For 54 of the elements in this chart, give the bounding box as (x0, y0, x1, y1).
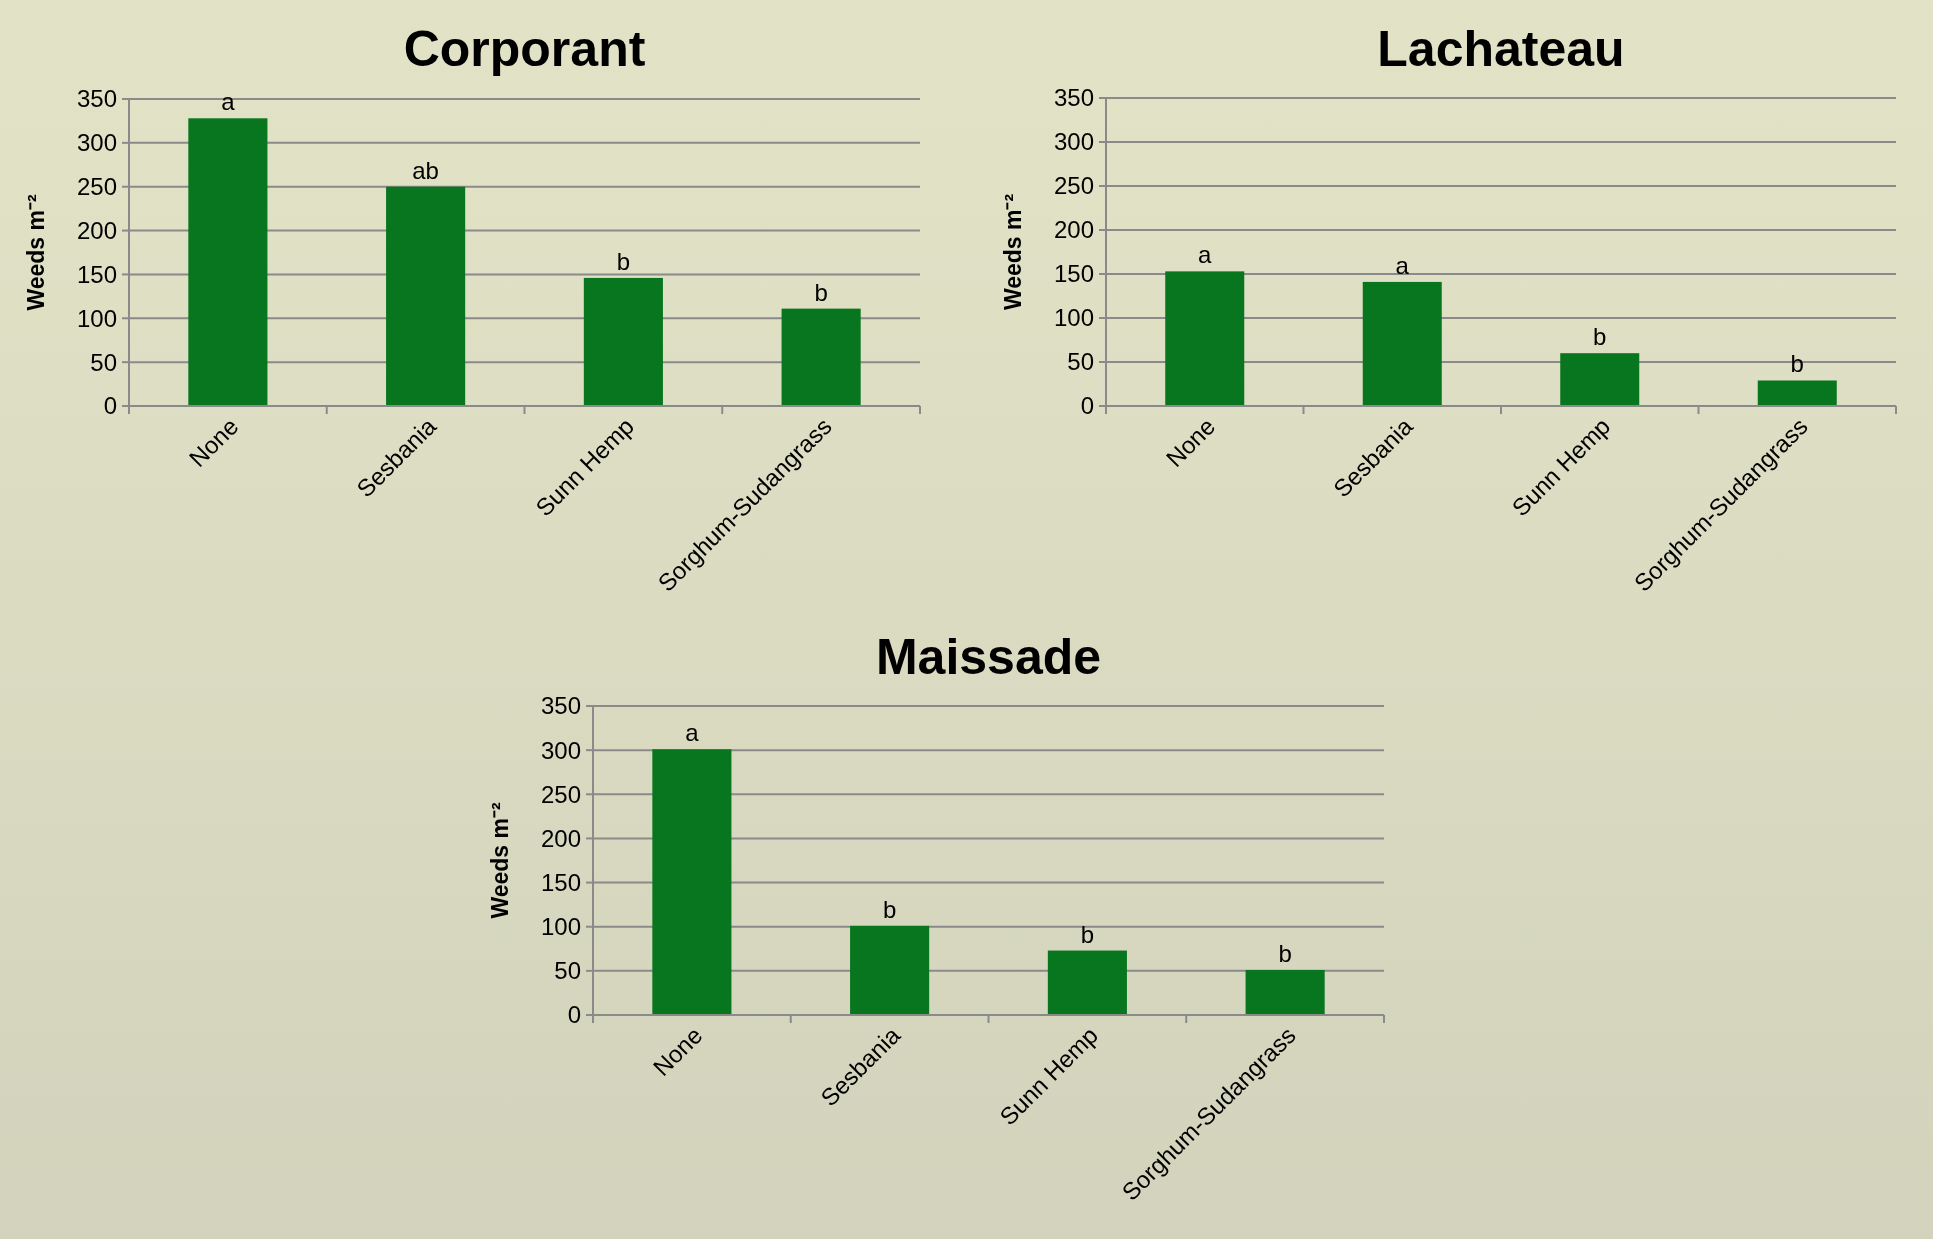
y-tick-label: 300 (540, 736, 581, 764)
annotation: b (1790, 350, 1804, 378)
bar (850, 925, 930, 1015)
annotation: a (1198, 241, 1213, 269)
annotation: b (882, 895, 897, 923)
annotation: a (685, 719, 700, 747)
y-tick-label: 300 (1053, 128, 1094, 156)
y-axis-title: Weeds m⁻² (23, 194, 49, 311)
annotation: b (1593, 323, 1607, 351)
annotation: a (221, 88, 236, 116)
chart-title: Maissade (875, 629, 1102, 685)
bar (1362, 281, 1442, 406)
y-axis-title: Weeds m⁻² (487, 802, 513, 919)
bar (1757, 380, 1837, 406)
y-tick-label: 0 (1080, 392, 1094, 420)
y-tick-label: 150 (540, 868, 581, 896)
y-tick-label: 350 (1053, 84, 1094, 112)
y-tick-label: 150 (1053, 260, 1094, 288)
bar (583, 277, 663, 406)
y-tick-label: 50 (90, 348, 117, 376)
y-tick-label: 300 (76, 129, 117, 157)
y-tick-label: 0 (103, 392, 117, 420)
y-tick-label: 150 (76, 260, 117, 288)
annotation: b (1080, 920, 1095, 948)
y-tick-label: 50 (554, 957, 581, 985)
y-tick-label: 200 (1053, 216, 1094, 244)
y-tick-label: 0 (567, 1001, 581, 1029)
bar (1245, 969, 1325, 1015)
bar (1165, 271, 1245, 406)
y-tick-label: 250 (540, 780, 581, 808)
annotation: b (1278, 939, 1292, 967)
chart-title: Corporant (403, 21, 646, 77)
annotation: b (814, 278, 828, 306)
annotation: ab (412, 156, 439, 184)
annotation: a (1395, 251, 1410, 279)
y-tick-label: 350 (76, 85, 117, 113)
annotation: b (616, 247, 631, 275)
y-tick-label: 350 (540, 692, 581, 720)
y-tick-label: 100 (76, 304, 117, 332)
bar (386, 186, 466, 406)
bar (188, 118, 268, 406)
bar (652, 749, 732, 1015)
y-tick-label: 250 (76, 173, 117, 201)
y-tick-label: 100 (540, 913, 581, 941)
bar (781, 308, 861, 406)
y-tick-label: 200 (76, 216, 117, 244)
y-tick-label: 250 (1053, 172, 1094, 200)
bar (1560, 353, 1640, 406)
chart-title: Lachateau (1377, 21, 1625, 77)
y-tick-label: 200 (540, 824, 581, 852)
y-axis-title: Weeds m⁻² (1000, 193, 1026, 311)
y-tick-label: 50 (1067, 348, 1094, 376)
bar (1047, 950, 1127, 1015)
y-tick-label: 100 (1053, 304, 1094, 332)
